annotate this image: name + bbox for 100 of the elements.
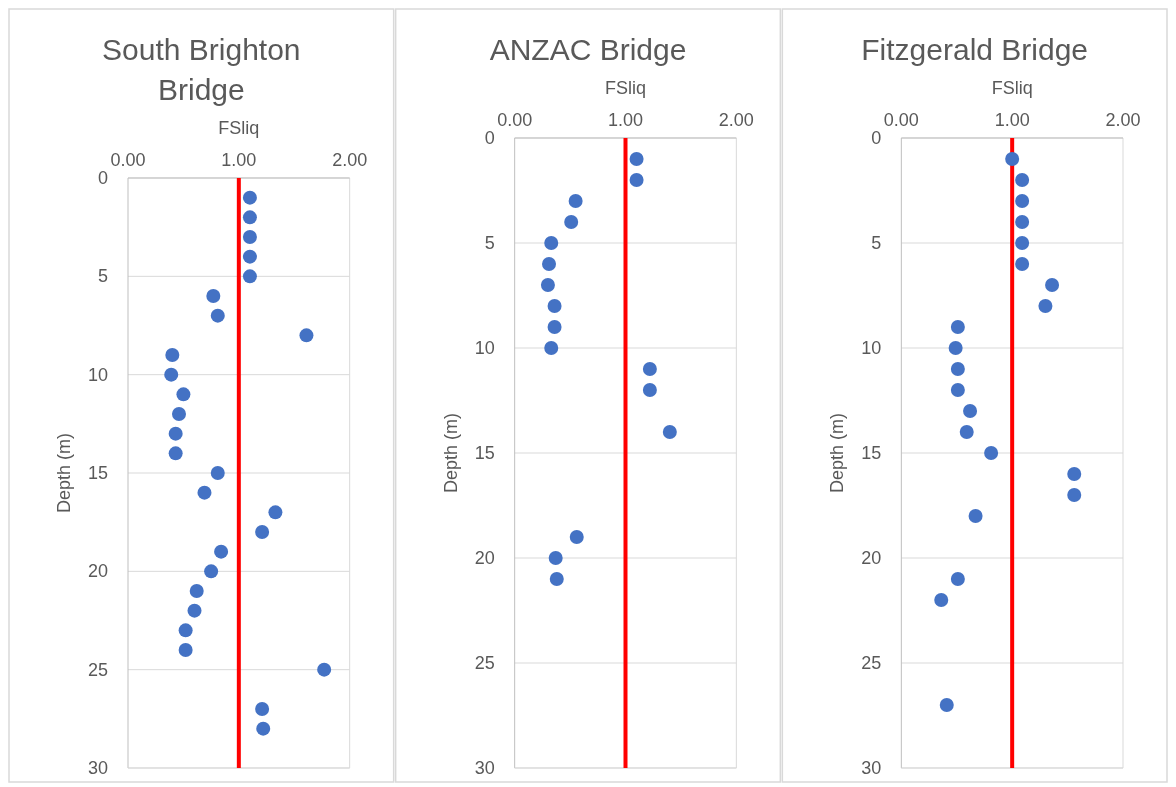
y-tick-label: 10 (474, 338, 495, 358)
point (1015, 236, 1030, 250)
point (564, 215, 579, 229)
point (950, 320, 965, 334)
point (178, 623, 193, 638)
point (629, 173, 644, 187)
point (317, 662, 332, 677)
point (934, 593, 949, 607)
point (214, 544, 229, 559)
x-tick-label: 1.00 (221, 150, 257, 170)
y-tick-label: 30 (474, 758, 495, 778)
point (547, 299, 562, 313)
y-tick-label: 5 (871, 233, 882, 253)
point (210, 466, 225, 480)
point (168, 426, 183, 441)
point (939, 698, 954, 712)
y-tick-label: 20 (474, 548, 495, 568)
y-tick-label: 15 (474, 443, 495, 463)
point (1005, 152, 1020, 166)
point (178, 643, 193, 657)
y-tick-label: 10 (861, 338, 882, 358)
x-tick-label: 1.00 (994, 110, 1030, 130)
point (1045, 278, 1060, 292)
point (568, 194, 583, 208)
point (242, 190, 257, 205)
point (1015, 194, 1030, 208)
y-axis-title: Depth (m) (54, 432, 74, 514)
point (959, 425, 974, 439)
point (1067, 488, 1082, 502)
point (963, 404, 978, 418)
y-tick-label: 15 (861, 443, 882, 463)
x-axis-title: FSliq (218, 118, 260, 138)
y-tick-label: 0 (97, 168, 108, 188)
point (256, 721, 271, 736)
point (242, 269, 257, 284)
y-tick-label: 0 (871, 128, 882, 148)
point (168, 446, 183, 461)
point (242, 210, 257, 225)
point (210, 308, 225, 323)
point (171, 407, 186, 421)
point (255, 525, 270, 539)
point (950, 572, 965, 586)
x-axis-title: FSliq (604, 78, 647, 98)
y-axis-title: Depth (m) (440, 412, 461, 494)
point (242, 230, 257, 244)
point (642, 362, 657, 376)
y-tick-label: 25 (861, 653, 882, 673)
y-tick-label: 20 (87, 561, 108, 582)
point (255, 702, 270, 716)
point (548, 551, 563, 565)
point (1067, 467, 1082, 481)
x-axis-title: FSliq (991, 78, 1033, 98)
x-tick-label: 2.00 (1105, 110, 1141, 130)
y-tick-label: 30 (861, 758, 882, 778)
y-tick-label: 5 (97, 266, 108, 287)
point (204, 564, 219, 579)
point (950, 383, 965, 397)
point (569, 530, 584, 544)
point (629, 152, 644, 166)
point (950, 362, 965, 376)
point (164, 367, 179, 382)
x-tick-label: 0.00 (110, 150, 146, 170)
point (540, 278, 555, 292)
point (189, 584, 204, 598)
x-tick-label: 1.00 (607, 110, 644, 130)
point (1015, 173, 1030, 187)
x-tick-label: 2.00 (718, 110, 754, 130)
x-tick-label: 0.00 (883, 110, 919, 130)
chart-title: ANZAC Bridge (489, 33, 687, 66)
point (206, 289, 221, 303)
point (1015, 257, 1030, 271)
x-tick-label: 2.00 (332, 150, 368, 170)
point (544, 341, 559, 355)
point (544, 236, 559, 250)
y-tick-label: 25 (474, 653, 495, 673)
point (176, 387, 191, 402)
point (984, 446, 999, 460)
y-tick-label: 5 (484, 233, 495, 253)
point (662, 425, 677, 439)
point (268, 505, 283, 520)
y-axis-title: Depth (m) (827, 412, 848, 494)
point (165, 348, 180, 362)
y-tick-label: 25 (87, 659, 108, 680)
point (642, 383, 657, 397)
point (187, 603, 202, 618)
point (547, 320, 562, 334)
y-tick-label: 20 (861, 548, 882, 568)
y-tick-label: 0 (484, 128, 495, 148)
x-tick-label: 0.00 (497, 110, 533, 130)
point (948, 341, 963, 355)
point (1038, 299, 1053, 313)
point (242, 249, 257, 264)
point (542, 257, 557, 271)
point (197, 485, 212, 500)
chart-title: Fitzgerald Bridge (861, 33, 1089, 66)
chart-title: South Brighton Bridge (102, 33, 301, 106)
y-tick-label: 30 (87, 758, 108, 778)
point (549, 572, 564, 586)
point (299, 328, 314, 343)
point (1015, 215, 1030, 229)
